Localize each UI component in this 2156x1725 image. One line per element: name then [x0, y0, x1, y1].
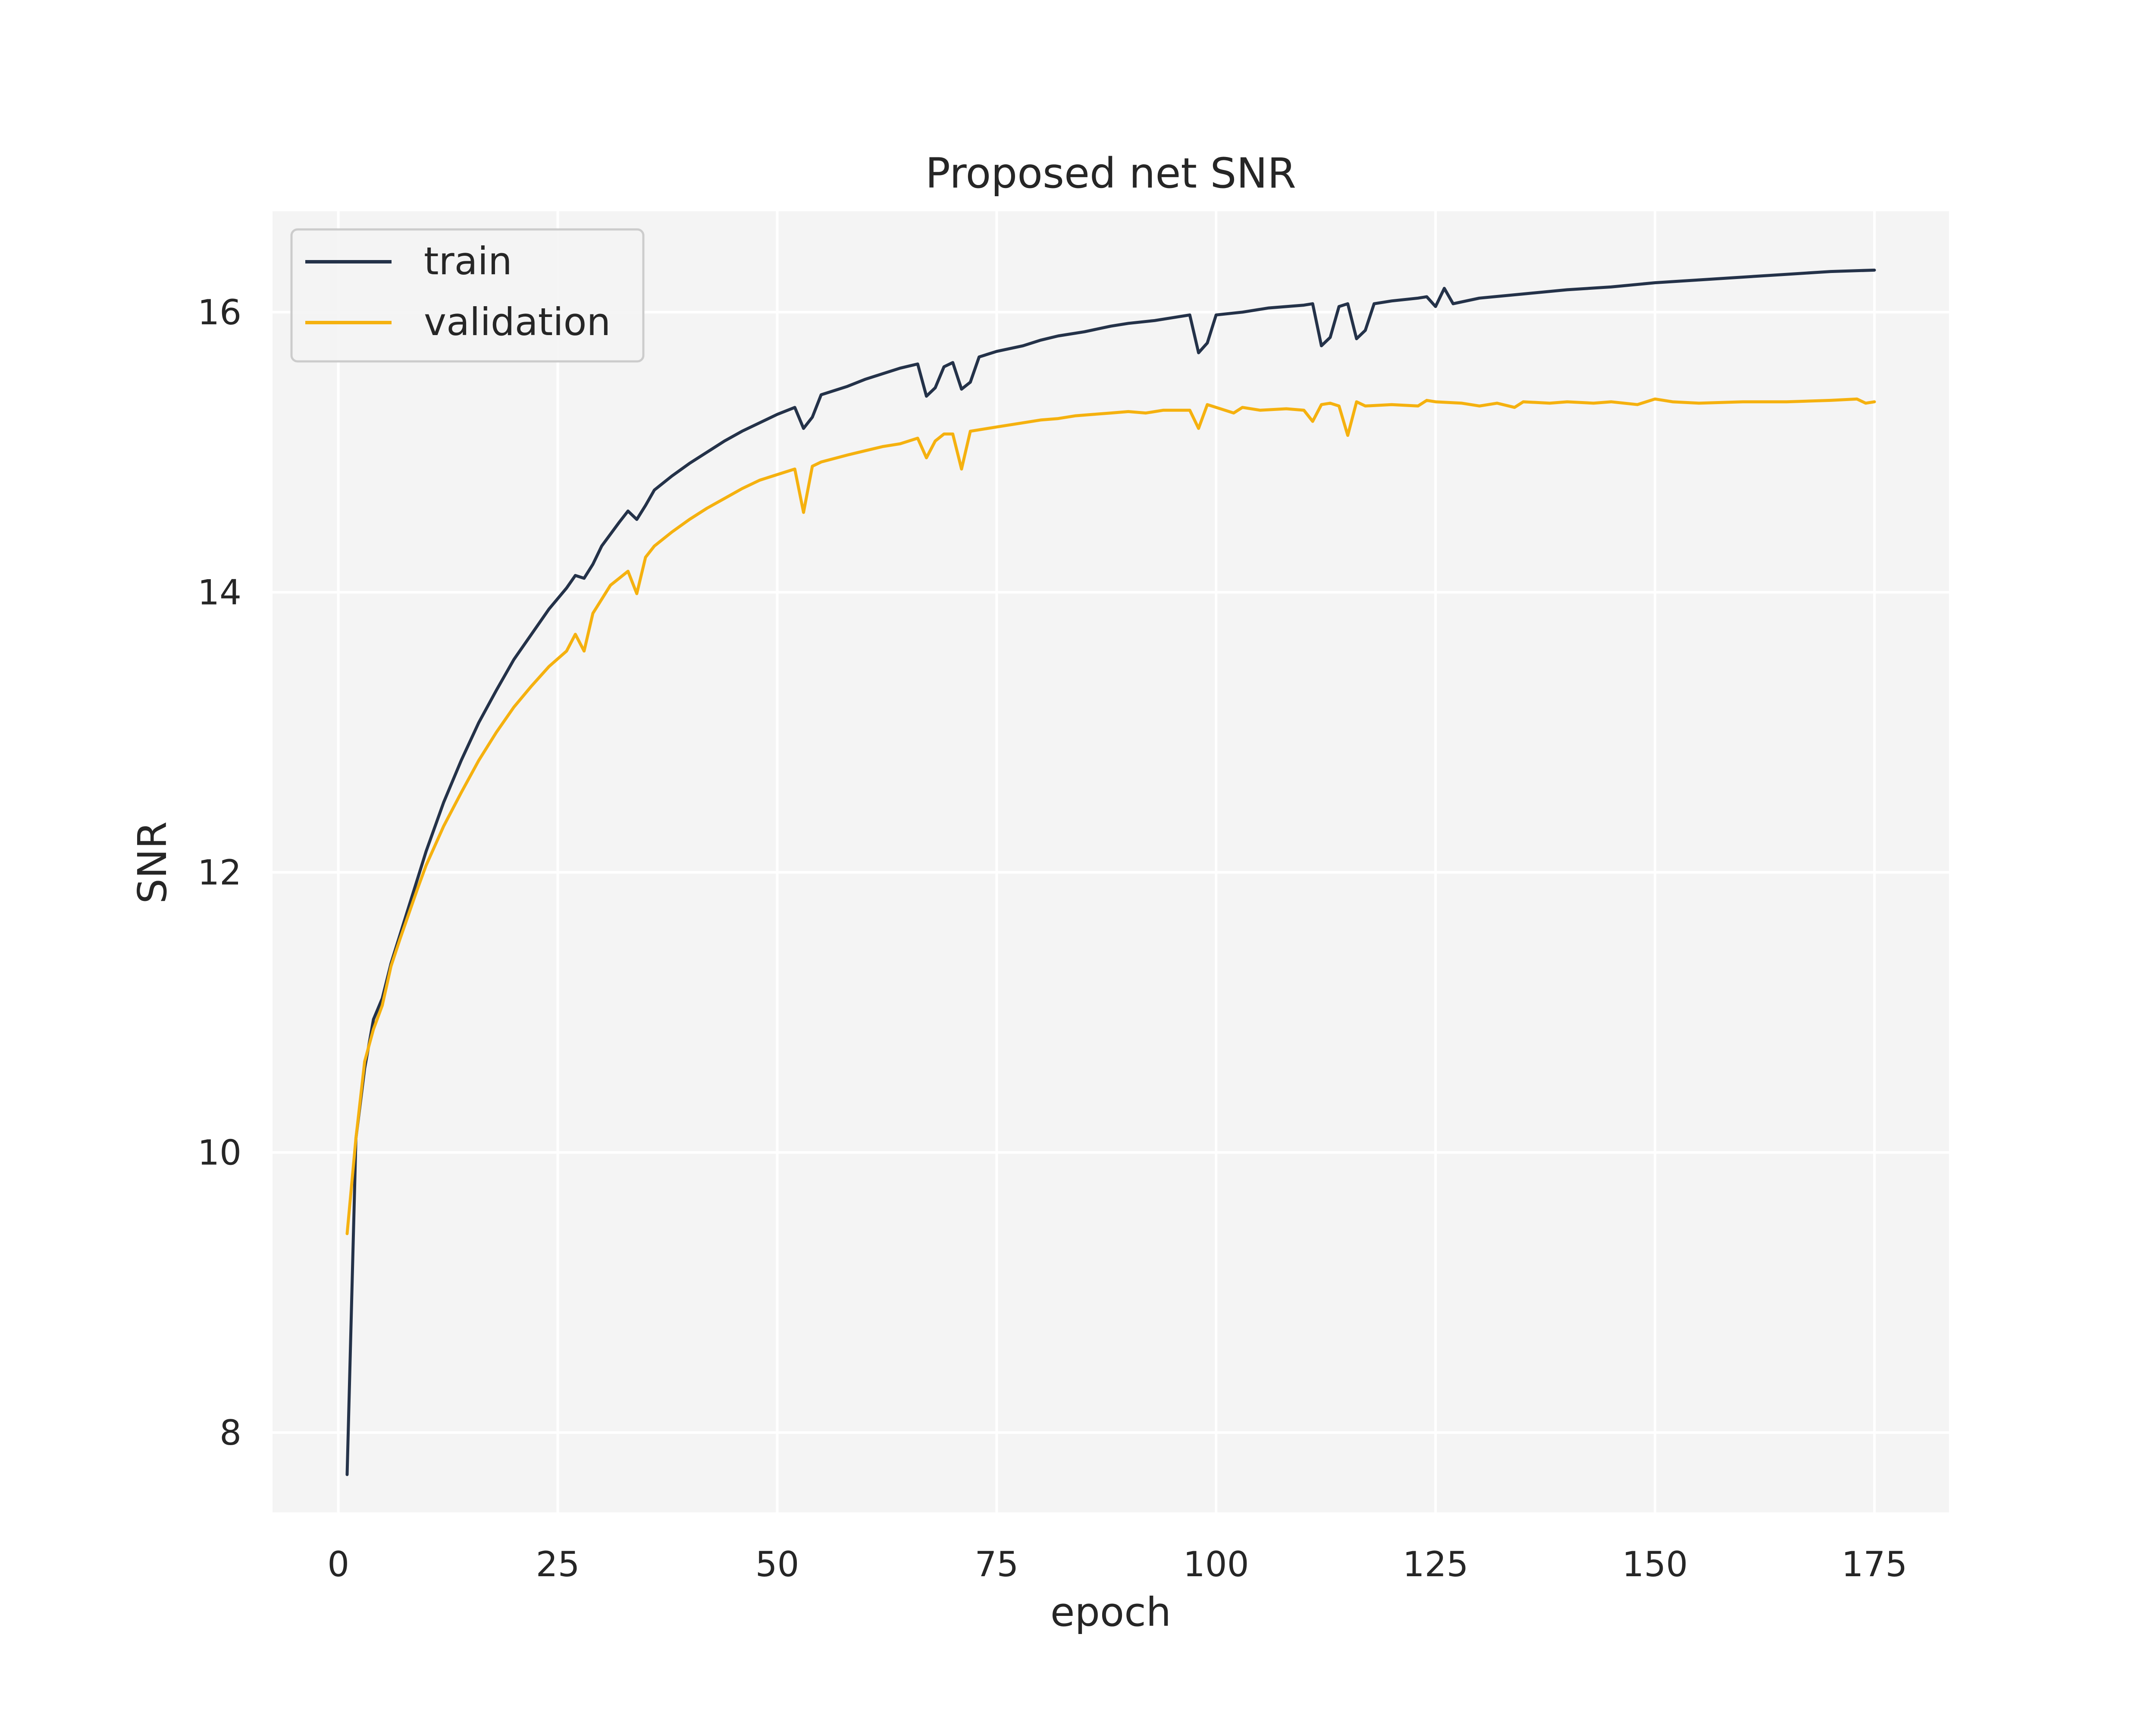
y-tick-label: 10: [197, 1132, 241, 1173]
series-lines: [345, 268, 1876, 1476]
grid-lines: [273, 211, 1949, 1512]
legend: train validation: [290, 228, 645, 363]
y-axis-label: SNR: [129, 821, 175, 903]
y-tick-label: 16: [197, 292, 241, 332]
x-tick-label: 125: [1403, 1544, 1469, 1584]
x-tick-label: 150: [1622, 1544, 1688, 1584]
x-tick-label: 50: [755, 1544, 799, 1584]
x-tick-label: 100: [1183, 1544, 1249, 1584]
y-tick-label: 14: [197, 572, 241, 612]
x-tick-label: 75: [975, 1544, 1018, 1584]
series-line-train: [345, 268, 1876, 1476]
x-axis-label: epoch: [1050, 1589, 1171, 1635]
y-tick-label: 12: [197, 853, 241, 893]
series-line-validation: [345, 397, 1876, 1236]
chart-title: Proposed net SNR: [925, 149, 1296, 198]
x-tick-label: 25: [536, 1544, 580, 1584]
legend-label-train: train: [424, 239, 512, 283]
x-tick-label: 0: [327, 1544, 349, 1584]
y-tick-label: 8: [219, 1413, 241, 1453]
x-tick-label: 175: [1842, 1544, 1908, 1584]
tick-labels: 0 25 50 75 100 125 150 175 8 10 12 14 16: [197, 292, 1907, 1584]
plot-background: [273, 211, 1949, 1512]
legend-label-validation: validation: [424, 300, 611, 344]
